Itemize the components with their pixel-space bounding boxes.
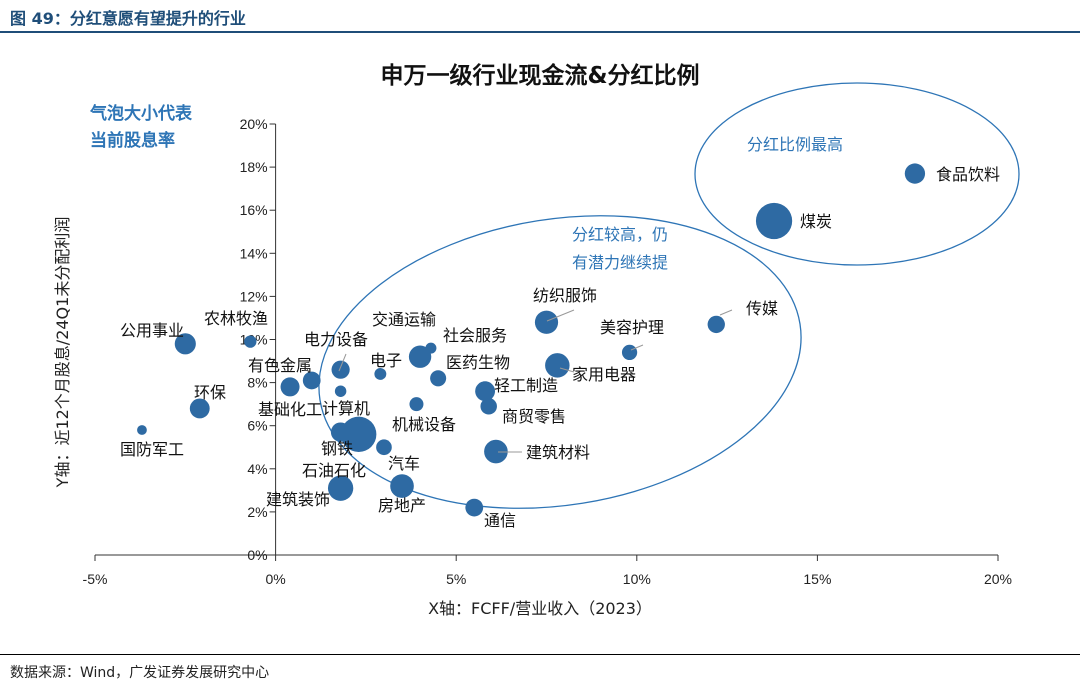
point-label-机械设备: 机械设备 <box>392 415 456 434</box>
cluster-ellipses <box>318 82 1020 509</box>
bubble-家用电器 <box>545 353 570 378</box>
leader-line-传媒 <box>719 309 733 316</box>
chart-title: 申万一级行业现金流&分红比例 <box>380 62 699 89</box>
point-label-煤炭: 煤炭 <box>800 212 832 231</box>
bubble-建筑装饰 <box>327 475 354 501</box>
point-label-钢铁: 钢铁 <box>321 439 353 458</box>
bubble-医药生物 <box>430 370 447 387</box>
y-tick-label: 20% <box>240 116 268 132</box>
point-label-通信: 通信 <box>484 511 516 530</box>
source-note: 数据来源：Wind，广发证券发展研究中心 <box>10 665 270 681</box>
point-label-公用事业: 公用事业 <box>120 321 184 340</box>
bubble-公用事业 <box>174 333 196 355</box>
point-label-纺织服饰: 纺织服饰 <box>533 286 597 305</box>
ellipse-highest-payout <box>694 82 1020 266</box>
bubble-电力设备 <box>331 360 350 379</box>
point-label-电力设备: 电力设备 <box>304 330 368 349</box>
point-label-环保: 环保 <box>194 383 226 402</box>
bubble-汽车 <box>376 439 392 456</box>
bubble-计算机 <box>409 397 424 412</box>
bubble-size-note-line2: 当前股息率 <box>90 130 175 151</box>
point-label-汽车: 汽车 <box>388 454 420 473</box>
annotation-highest: 分红比例最高 <box>747 135 843 154</box>
bubble-商贸零售 <box>480 398 497 415</box>
axes: -5%0%5%10%15%20%0%2%4%6%8%10%12%14%16%18… <box>83 116 1012 587</box>
point-label-交通运输: 交通运输 <box>372 310 436 329</box>
point-label-食品饮料: 食品饮料 <box>936 165 1000 184</box>
y-tick-label: 8% <box>247 375 267 391</box>
point-label-石油石化: 石油石化 <box>302 461 366 480</box>
bubble-石油石化 <box>330 422 351 442</box>
x-tick-label: -5% <box>83 571 108 587</box>
annotation-potential-line2: 有潜力继续提 <box>572 253 668 272</box>
x-tick-label: 10% <box>623 571 651 587</box>
bubble-食品饮料 <box>904 163 926 184</box>
bubble-机械设备 <box>334 385 347 397</box>
leader-line-纺织服饰 <box>546 309 575 322</box>
y-tick-label: 6% <box>247 418 267 434</box>
point-label-商贸零售: 商贸零售 <box>502 407 566 426</box>
data-points <box>137 163 926 517</box>
y-tick-label: 16% <box>240 202 268 218</box>
x-tick-label: 20% <box>984 571 1012 587</box>
bubble-传媒 <box>707 315 725 334</box>
annotation-potential-line1: 分红较高，仍 <box>572 225 668 244</box>
bubble-有色金属 <box>302 371 321 390</box>
leader-line-电力设备 <box>338 353 347 372</box>
point-label-轻工制造: 轻工制造 <box>494 376 558 395</box>
bubble-电子 <box>374 368 387 380</box>
point-label-房地产: 房地产 <box>378 496 426 515</box>
x-tick-label: 15% <box>803 571 831 587</box>
y-tick-label: 14% <box>240 245 268 261</box>
ellipse-high-payout <box>318 215 802 509</box>
point-label-农林牧渔: 农林牧渔 <box>204 309 268 328</box>
bubble-环保 <box>189 398 210 419</box>
figure-header: 图 49：分红意愿有望提升的行业 <box>0 0 1080 34</box>
point-label-家用电器: 家用电器 <box>572 365 636 384</box>
bubble-size-note-line1: 气泡大小代表 <box>89 103 193 124</box>
leader-line-美容护理 <box>630 344 644 351</box>
y-axis-title: Y轴：近12个月股息/24Q1未分配利润 <box>53 217 72 489</box>
y-tick-label: 4% <box>247 461 267 477</box>
point-label-传媒: 传媒 <box>746 299 778 318</box>
bubble-chart: 申万一级行业现金流&分红比例 气泡大小代表 当前股息率 -5% 0% 5% 10% 15… <box>53 62 1020 618</box>
bubble-建筑材料 <box>484 439 508 464</box>
bubble-房地产 <box>390 474 414 498</box>
y-tick-label: 0% <box>247 547 267 563</box>
y-tick-label: 2% <box>247 504 267 520</box>
point-label-计算机: 计算机 <box>322 399 370 418</box>
bubble-煤炭 <box>755 202 793 240</box>
point-label-医药生物: 医药生物 <box>446 353 510 372</box>
x-tick-label: 5% <box>446 571 466 587</box>
x-axis-title: X轴：FCFF/营业收入（2023） <box>428 599 652 618</box>
x-tick-label: 0% <box>265 571 285 587</box>
point-label-美容护理: 美容护理 <box>600 318 664 337</box>
leader-line-家用电器 <box>559 367 575 373</box>
y-tick-label: 12% <box>240 288 268 304</box>
point-label-国防军工: 国防军工 <box>120 440 184 459</box>
figure-footer: 数据来源：Wind，广发证券发展研究中心 <box>0 650 1080 687</box>
y-tick-label: 18% <box>240 159 268 175</box>
point-label-建筑材料: 建筑材料 <box>526 443 590 462</box>
bubble-钢铁 <box>340 416 377 453</box>
bubble-交通运输 <box>408 345 432 368</box>
bubble-国防军工 <box>137 425 147 435</box>
point-label-建筑装饰: 建筑装饰 <box>266 490 330 509</box>
bubble-美容护理 <box>621 344 638 361</box>
bubble-轻工制造 <box>475 381 496 402</box>
point-label-社会服务: 社会服务 <box>443 326 507 345</box>
header-rule <box>0 31 1080 33</box>
point-label-基础化工: 基础化工 <box>258 400 322 419</box>
bubble-农林牧渔 <box>244 335 257 348</box>
point-label-有色金属: 有色金属 <box>248 356 312 375</box>
bubble-基础化工 <box>280 377 300 397</box>
bubble-通信 <box>465 498 484 517</box>
footer-rule <box>0 654 1080 655</box>
point-label-电子: 电子 <box>370 351 402 370</box>
figure-title: 图 49：分红意愿有望提升的行业 <box>10 9 246 28</box>
bubble-纺织服饰 <box>534 310 559 334</box>
